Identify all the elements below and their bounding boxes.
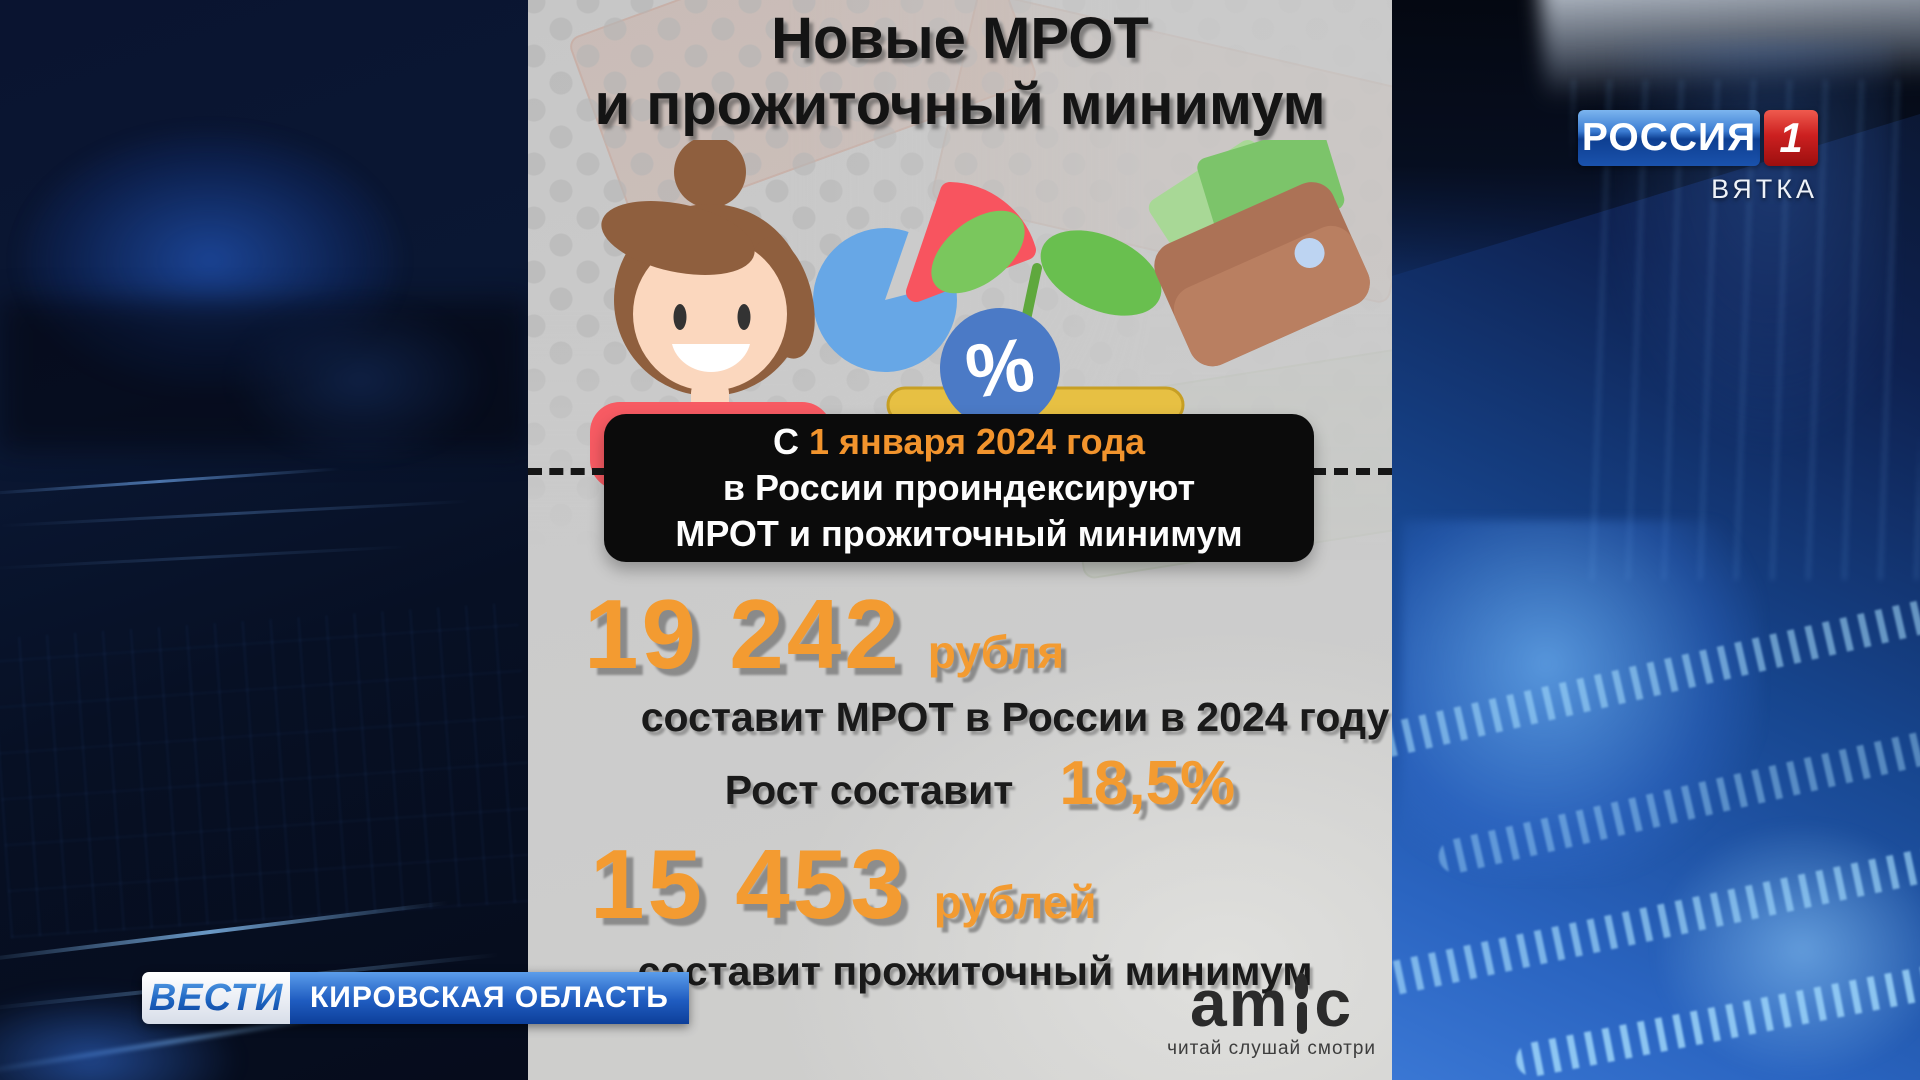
background-circuit-texture bbox=[0, 601, 528, 939]
rossiya-logo-box: РОССИЯ bbox=[1578, 110, 1760, 166]
dashed-divider-right bbox=[1312, 468, 1392, 475]
infographic-title: Новые МРОТ и прожиточный минимум bbox=[528, 6, 1392, 138]
mrot-caption: составит МРОТ в России в 2024 году bbox=[640, 694, 1390, 740]
rossiya-1-logo: РОССИЯ 1 bbox=[1578, 110, 1818, 166]
studio-background-left bbox=[0, 0, 528, 1080]
vesti-logo-text: ВЕСТИ bbox=[148, 976, 284, 1019]
background-light-line bbox=[0, 499, 470, 528]
living-minimum-caption: составит прожиточный минимум bbox=[637, 948, 1313, 994]
channel-region-label: ВЯТКА bbox=[1711, 174, 1818, 204]
channel-1-box: 1 bbox=[1764, 110, 1818, 166]
vesti-region-text: КИРОВСКАЯ ОБЛАСТЬ bbox=[310, 981, 669, 1014]
announcement-line-1: С 1 января 2024 года bbox=[773, 419, 1145, 465]
amic-logo: am c читай слушай смотри bbox=[1167, 966, 1376, 1060]
wallet-icon bbox=[1148, 140, 1370, 367]
announcement-line-2: в России проиндексируют bbox=[722, 467, 1196, 508]
program-badge: ВЕСТИ КИРОВСКАЯ ОБЛАСТЬ bbox=[142, 972, 689, 1024]
vesti-logo-box: ВЕСТИ bbox=[142, 972, 290, 1024]
background-shadow-band bbox=[0, 300, 528, 450]
mrot-value-row: 19 242 рубля bbox=[584, 578, 1064, 691]
background-light-line bbox=[0, 545, 410, 570]
amic-logo-right: c bbox=[1314, 966, 1354, 1040]
background-light-line bbox=[0, 467, 340, 496]
growth-label: Рост составит bbox=[724, 767, 1014, 813]
amic-wordmark: am c bbox=[1190, 966, 1354, 1040]
title-line-2: и прожиточный минимум bbox=[594, 72, 1326, 137]
vesti-region-box: КИРОВСКАЯ ОБЛАСТЬ bbox=[290, 972, 689, 1024]
dashed-divider-left bbox=[528, 468, 606, 475]
amic-pin-i-icon bbox=[1295, 972, 1309, 1034]
card-sheen bbox=[732, 600, 1392, 1080]
amic-tagline: читай слушай смотри bbox=[1167, 1038, 1376, 1059]
channel-1-text: 1 bbox=[1779, 114, 1803, 161]
announcement-prefix: С bbox=[773, 421, 809, 462]
growth-row: Рост составит 18,5% bbox=[528, 748, 1392, 819]
growth-value: 18,5% bbox=[1059, 749, 1236, 818]
svg-text:%: % bbox=[961, 322, 1040, 416]
amic-logo-left: am bbox=[1190, 966, 1290, 1040]
percent-icon: % bbox=[940, 308, 1060, 428]
background-glow bbox=[1652, 820, 1920, 1080]
channel-logo: РОССИЯ 1 ВЯТКА bbox=[1578, 110, 1818, 205]
infographic-card: Новые МРОТ и прожиточный минимум bbox=[528, 0, 1392, 1080]
living-minimum-value: 15 453 bbox=[590, 829, 908, 939]
title-line-1: Новые МРОТ bbox=[771, 6, 1149, 71]
announcement-date: 1 января 2024 года bbox=[809, 421, 1145, 462]
rossiya-logo-text: РОССИЯ bbox=[1581, 116, 1757, 159]
living-minimum-value-row: 15 453 рублей bbox=[590, 828, 1097, 941]
announcement-box: С 1 января 2024 года в России проиндекси… bbox=[604, 414, 1314, 562]
living-minimum-unit: рублей bbox=[933, 876, 1097, 928]
mrot-unit: рубля bbox=[927, 626, 1065, 678]
announcement-line-3: МРОТ и прожиточный минимум bbox=[675, 513, 1243, 554]
mrot-value: 19 242 bbox=[584, 579, 902, 689]
